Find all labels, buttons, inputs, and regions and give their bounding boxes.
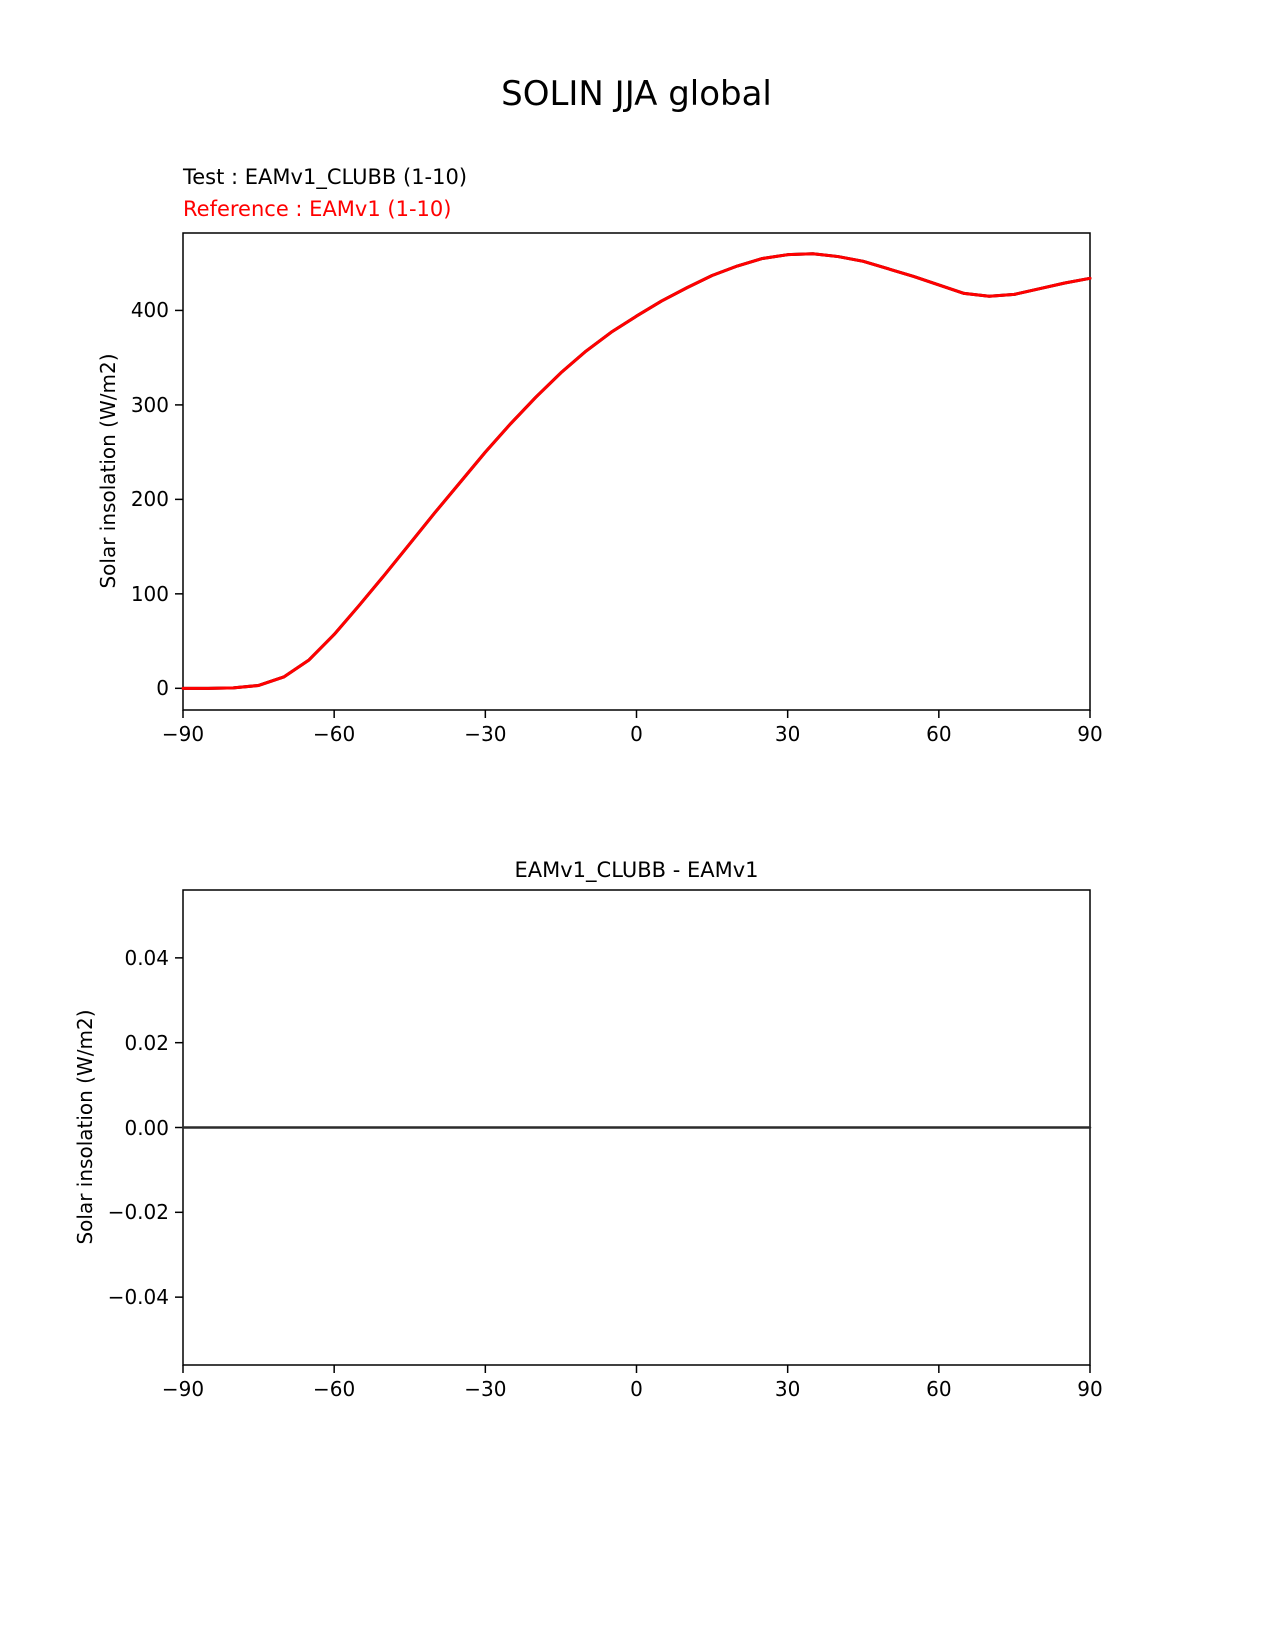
- x-tick-label: −90: [161, 722, 205, 746]
- figure-title: SOLIN JJA global: [501, 74, 772, 114]
- y-tick-label: 0: [156, 676, 169, 701]
- x-tick-label: −60: [313, 722, 356, 746]
- x-tick-label: 30: [774, 1377, 801, 1401]
- y-tick-label: 0.02: [124, 1030, 169, 1055]
- x-tick-label: 60: [926, 722, 952, 746]
- series-line: [181, 252, 1092, 690]
- legend-test-label: Test : EAMv1_CLUBB (1-10): [183, 165, 468, 189]
- y-tick-label: 0.00: [124, 1115, 169, 1140]
- series-line: [181, 252, 1092, 690]
- x-tick-label: 30: [774, 722, 801, 746]
- y-tick-label: 200: [130, 487, 169, 512]
- legend-reference-label: Reference : EAMv1 (1-10): [183, 197, 452, 221]
- y-tick-label: 300: [130, 392, 169, 417]
- y-tick-label: 100: [130, 581, 169, 606]
- x-tick-label: 90: [1077, 1377, 1103, 1401]
- bottom-chart-title: EAMv1_CLUBB - EAMv1: [514, 858, 759, 882]
- x-tick-label: 0: [630, 722, 643, 746]
- x-tick-label: −90: [161, 1377, 205, 1401]
- x-tick-label: 90: [1077, 722, 1103, 746]
- y-tick-label: −0.02: [107, 1200, 169, 1225]
- x-tick-label: −30: [464, 1377, 507, 1401]
- y-tick-label: 400: [130, 298, 169, 323]
- y-tick-label: −0.04: [107, 1285, 169, 1310]
- x-tick-label: 0: [630, 1377, 643, 1401]
- x-tick-label: −30: [464, 722, 507, 746]
- y-tick-label: 0.04: [124, 945, 169, 970]
- x-tick-label: −60: [313, 1377, 356, 1401]
- x-tick-label: 60: [926, 1377, 952, 1401]
